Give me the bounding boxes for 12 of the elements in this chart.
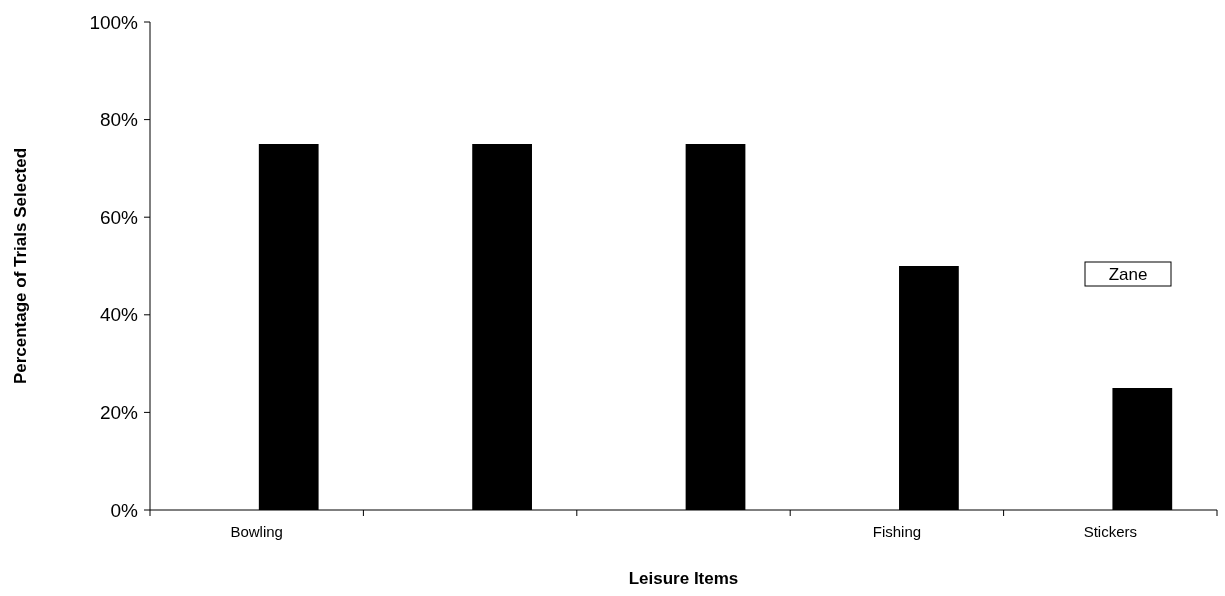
y-axis-title: Percentage of Trials Selected — [11, 147, 30, 385]
y-tick-label: 80% — [99, 109, 139, 131]
y-tick-label: 40% — [99, 304, 139, 326]
annotation: Zane — [1108, 264, 1148, 284]
y-tick-label: 0% — [110, 499, 139, 521]
x-tick-label: Bowling — [230, 523, 283, 540]
x-axis-title: Leisure Items — [628, 569, 739, 588]
y-tick-label: 20% — [99, 402, 139, 424]
y-tick-label: 60% — [99, 206, 139, 228]
x-tick-label: Fishing — [872, 523, 922, 540]
y-tick-label: 100% — [89, 11, 139, 33]
x-tick-label: Stickers — [1083, 523, 1137, 540]
